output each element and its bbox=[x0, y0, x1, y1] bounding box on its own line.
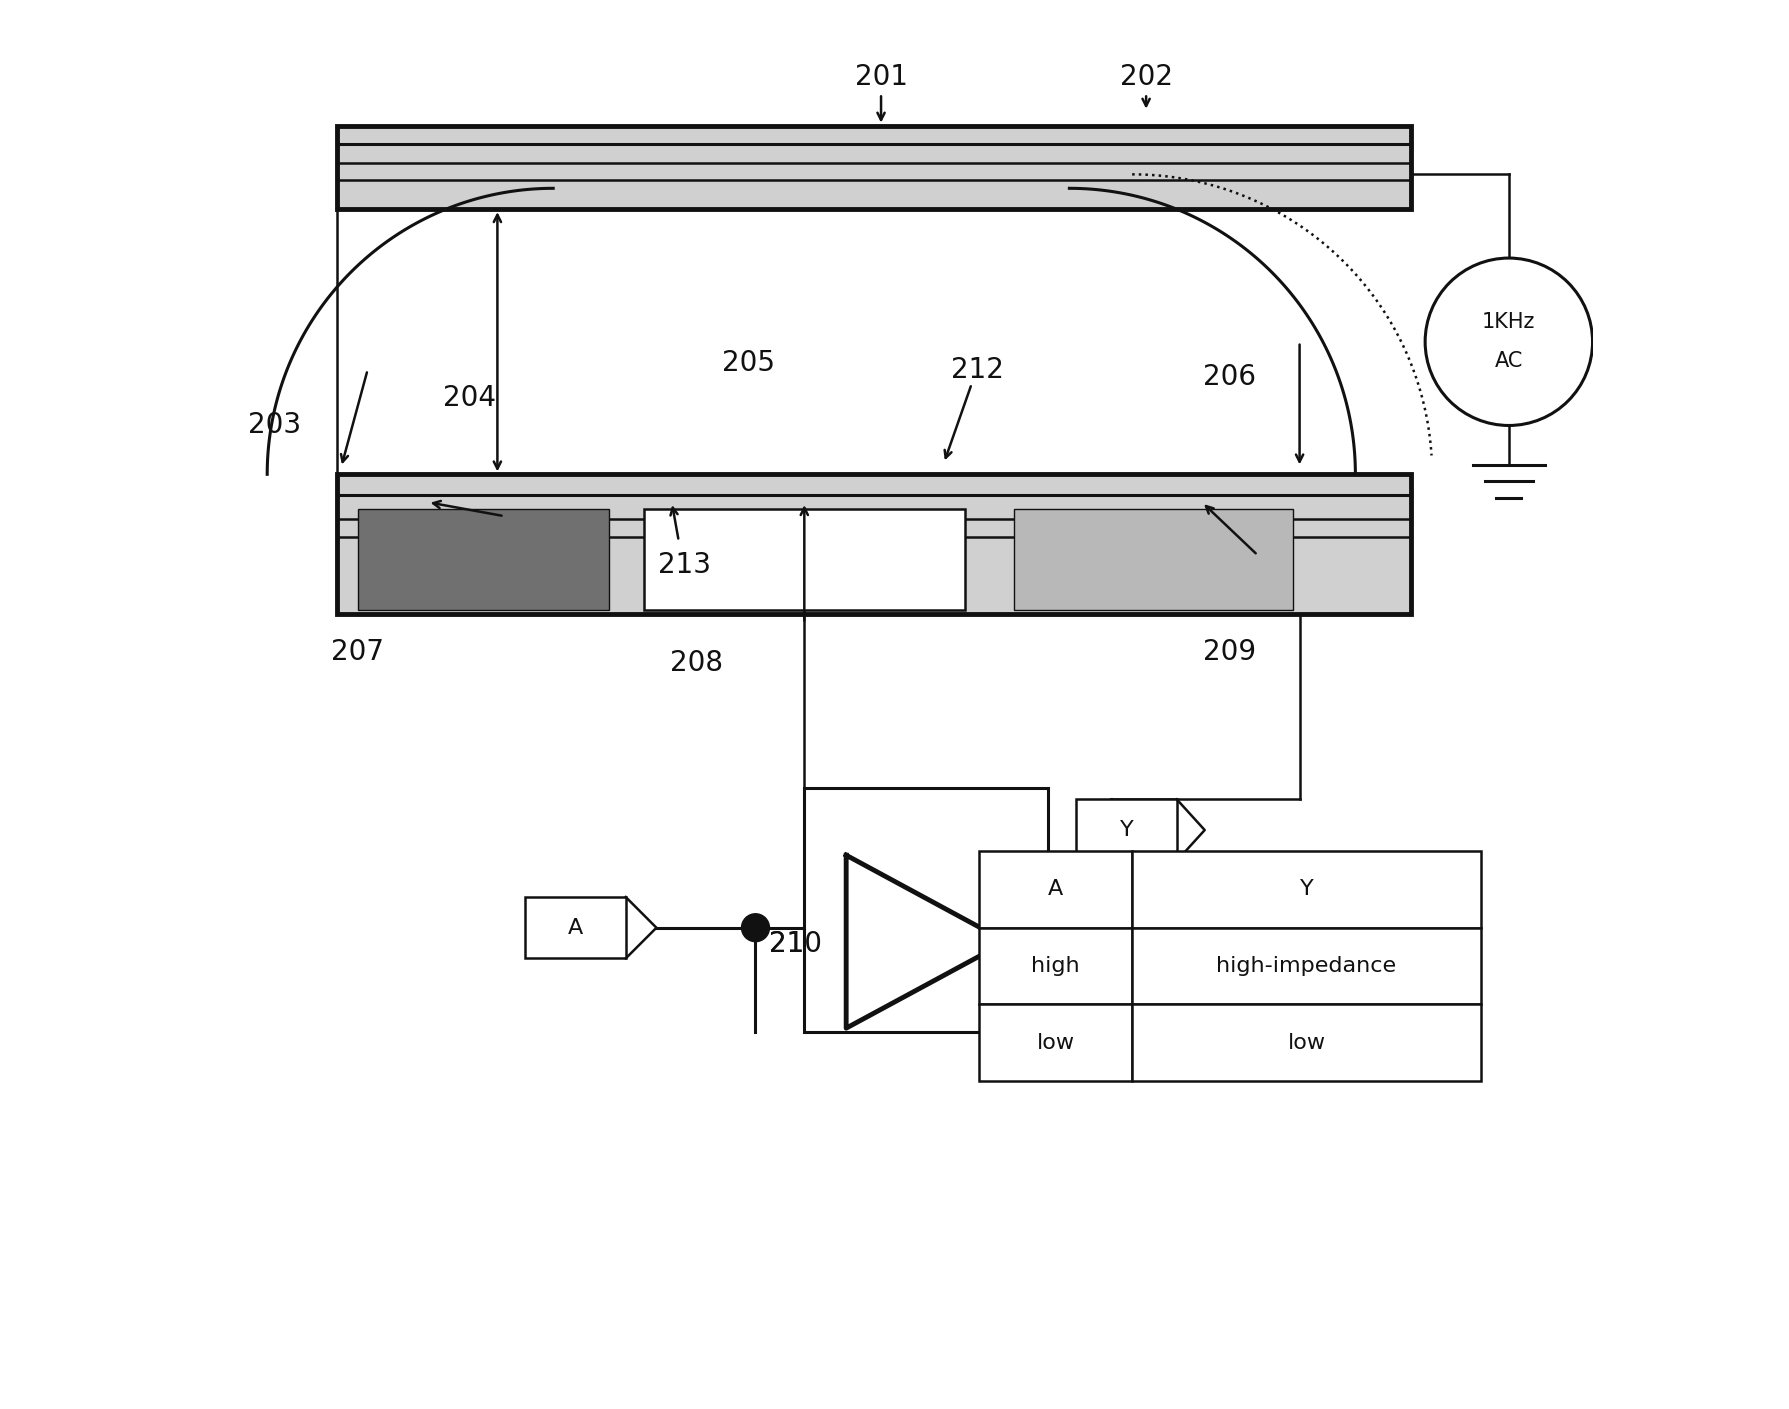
Bar bbox=[1131, 927, 1480, 1005]
Text: 209: 209 bbox=[1202, 637, 1256, 665]
Circle shape bbox=[741, 914, 769, 941]
Text: 210: 210 bbox=[769, 930, 821, 958]
Text: 205: 205 bbox=[721, 348, 775, 376]
Text: 201: 201 bbox=[853, 62, 907, 90]
Text: A: A bbox=[1047, 879, 1063, 899]
Text: 1KHz: 1KHz bbox=[1481, 313, 1535, 333]
Bar bbox=[979, 927, 1131, 1005]
Bar bbox=[979, 851, 1131, 927]
Bar bbox=[1075, 799, 1175, 861]
Text: 208: 208 bbox=[671, 648, 723, 676]
Text: 203: 203 bbox=[247, 411, 301, 440]
Bar bbox=[336, 125, 1410, 209]
Text: 204: 204 bbox=[442, 383, 496, 411]
Text: A: A bbox=[567, 917, 583, 938]
Text: Y: Y bbox=[1120, 820, 1132, 840]
Text: low: low bbox=[1286, 1033, 1326, 1053]
Bar bbox=[336, 475, 1410, 614]
Bar bbox=[1131, 1005, 1480, 1081]
Bar bbox=[644, 509, 964, 610]
Bar bbox=[1131, 851, 1480, 927]
Bar bbox=[524, 898, 626, 958]
Text: 210: 210 bbox=[769, 930, 821, 958]
Text: Y: Y bbox=[1299, 879, 1313, 899]
Bar bbox=[803, 788, 1048, 1033]
Text: AC: AC bbox=[1494, 351, 1522, 372]
Bar bbox=[358, 509, 608, 610]
Text: high-impedance: high-impedance bbox=[1217, 957, 1395, 976]
Circle shape bbox=[1005, 967, 1041, 1003]
Text: 213: 213 bbox=[658, 551, 710, 579]
Text: 202: 202 bbox=[1118, 62, 1172, 90]
Text: 207: 207 bbox=[331, 637, 385, 665]
Bar bbox=[979, 1005, 1131, 1081]
Text: 212: 212 bbox=[950, 355, 1004, 383]
Text: low: low bbox=[1036, 1033, 1073, 1053]
Bar bbox=[1013, 509, 1292, 610]
Circle shape bbox=[1424, 258, 1592, 426]
Text: 206: 206 bbox=[1202, 362, 1256, 390]
Text: high: high bbox=[1030, 957, 1079, 976]
